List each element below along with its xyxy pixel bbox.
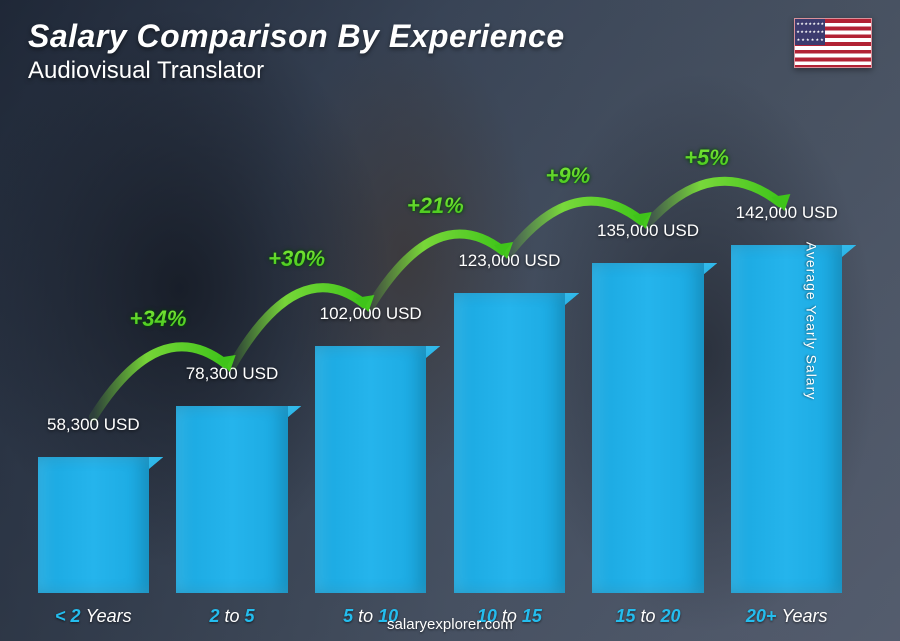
growth-percent-label: +30%: [268, 246, 325, 272]
header: Salary Comparison By Experience Audiovis…: [28, 18, 872, 85]
y-axis-label: Average Yearly Salary: [803, 241, 819, 400]
growth-percent-label: +34%: [130, 306, 187, 332]
bar-chart: 58,300 USD< 2 Years78,300 USD2 to 5102,0…: [30, 93, 850, 593]
footer-source: salaryexplorer.com: [0, 616, 900, 633]
country-flag-icon: ★★★★★★★★★★★★★★★★★★★★: [794, 18, 872, 68]
page-subtitle: Audiovisual Translator: [28, 57, 794, 85]
growth-percent-label: +21%: [407, 193, 464, 219]
growth-percent-label: +9%: [546, 163, 591, 189]
growth-percent-label: +5%: [684, 145, 729, 171]
title-block: Salary Comparison By Experience Audiovis…: [28, 18, 794, 85]
page-title: Salary Comparison By Experience: [28, 18, 794, 55]
